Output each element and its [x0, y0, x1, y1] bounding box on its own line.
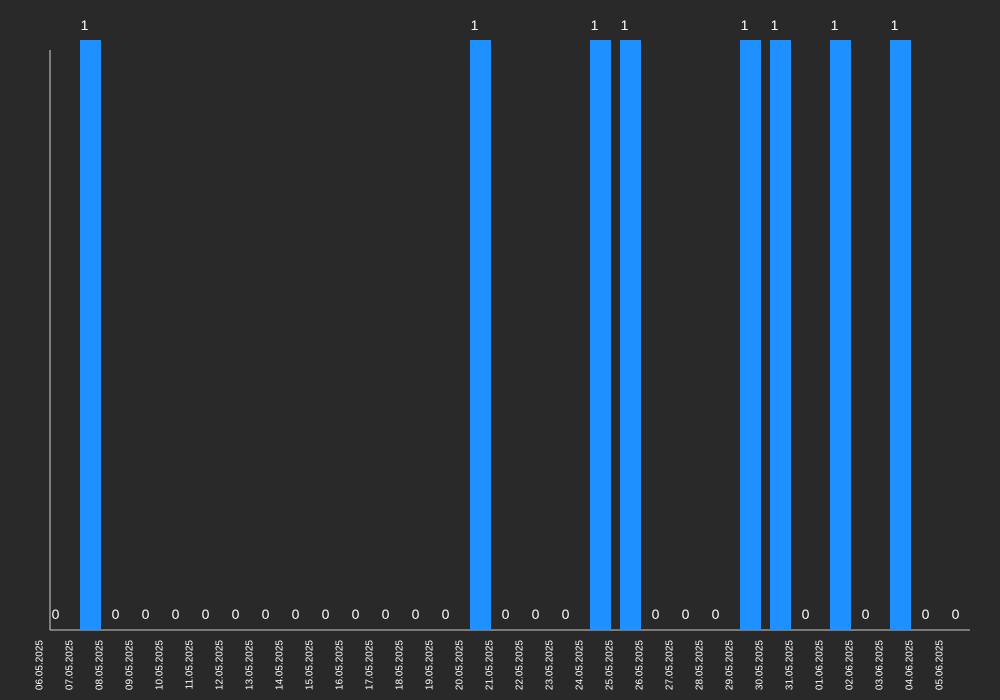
x-tick-label-11.05.2025: 11.05.2025 [185, 640, 196, 690]
data-label-01.06.2025: 1 [831, 17, 839, 33]
data-label-04.06.2025: 0 [922, 606, 930, 622]
bar-25.05.2025 [620, 40, 641, 630]
x-tick-label-04.06.2025: 04.06.2025 [905, 640, 916, 690]
data-label-26.05.2025: 0 [652, 606, 660, 622]
bar-series [80, 40, 911, 630]
x-tick-label-31.05.2025: 31.05.2025 [785, 640, 796, 690]
x-tick-label-12.05.2025: 12.05.2025 [215, 640, 226, 690]
data-label-03.06.2025: 1 [891, 17, 899, 33]
data-label-13.05.2025: 0 [262, 606, 270, 622]
data-label-05.06.2025: 0 [952, 606, 960, 622]
data-label-09.05.2025: 0 [142, 606, 150, 622]
data-label-16.05.2025: 0 [352, 606, 360, 622]
data-label-02.06.2025: 0 [862, 606, 870, 622]
data-label-08.05.2025: 0 [112, 606, 120, 622]
x-tick-label-09.05.2025: 09.05.2025 [125, 640, 136, 690]
x-tick-label-23.05.2025: 23.05.2025 [545, 640, 556, 690]
data-label-28.05.2025: 0 [712, 606, 720, 622]
data-label-24.05.2025: 1 [591, 17, 599, 33]
x-tick-label-19.05.2025: 19.05.2025 [425, 640, 436, 690]
data-label-06.05.2025: 0 [52, 606, 60, 622]
x-tick-label-03.06.2025: 03.06.2025 [875, 640, 886, 690]
data-label-21.05.2025: 0 [502, 606, 510, 622]
data-label-22.05.2025: 0 [532, 606, 540, 622]
data-label-23.05.2025: 0 [562, 606, 570, 622]
x-tick-label-08.05.2025: 08.05.2025 [95, 640, 106, 690]
data-label-30.05.2025: 1 [771, 17, 779, 33]
x-tick-label-17.05.2025: 17.05.2025 [365, 640, 376, 690]
bar-01.06.2025 [830, 40, 851, 630]
x-tick-label-15.05.2025: 15.05.2025 [305, 640, 316, 690]
x-tick-label-16.05.2025: 16.05.2025 [335, 640, 346, 690]
data-label-31.05.2025: 0 [802, 606, 810, 622]
x-tick-labels: 06.05.2025 07.05.2025 08.05.2025 09.05.2025… [35, 640, 946, 690]
x-tick-label-01.06.2025: 01.06.2025 [815, 640, 826, 690]
x-tick-label-02.06.2025: 02.06.2025 [845, 640, 856, 690]
x-tick-label-14.05.2025: 14.05.2025 [275, 640, 286, 690]
x-tick-label-27.05.2025: 27.05.2025 [665, 640, 676, 690]
x-tick-label-26.05.2025: 26.05.2025 [635, 640, 646, 690]
data-label-19.05.2025: 0 [442, 606, 450, 622]
x-tick-label-20.05.2025: 20.05.2025 [455, 640, 466, 690]
x-tick-label-30.05.2025: 30.05.2025 [755, 640, 766, 690]
x-tick-label-07.05.2025: 07.05.2025 [65, 640, 76, 690]
x-tick-label-24.05.2025: 24.05.2025 [575, 640, 586, 690]
data-labels: 0 1 0 0 0 0 0 0 0 0 0 0 0 0 1 0 0 0 1 1 0 0 0 1 1 0 1 0 1 0 0 [52, 17, 960, 622]
x-tick-label-13.05.2025: 13.05.2025 [245, 640, 256, 690]
x-tick-label-05.06.2025: 05.06.2025 [935, 640, 946, 690]
bar-24.05.2025 [590, 40, 611, 630]
bar-03.06.2025 [890, 40, 911, 630]
x-tick-label-22.05.2025: 22.05.2025 [515, 640, 526, 690]
x-tick-label-29.05.2025: 29.05.2025 [725, 640, 736, 690]
x-tick-label-21.05.2025: 21.05.2025 [485, 640, 496, 690]
x-tick-label-10.05.2025: 10.05.2025 [155, 640, 166, 690]
data-label-15.05.2025: 0 [322, 606, 330, 622]
x-tick-label-28.05.2025: 28.05.2025 [695, 640, 706, 690]
data-label-12.05.2025: 0 [232, 606, 240, 622]
x-tick-label-18.05.2025: 18.05.2025 [395, 640, 406, 690]
data-label-10.05.2025: 0 [172, 606, 180, 622]
data-label-20.05.2025: 1 [471, 17, 479, 33]
bar-30.05.2025 [770, 40, 791, 630]
data-label-25.05.2025: 1 [621, 17, 629, 33]
data-label-14.05.2025: 0 [292, 606, 300, 622]
data-label-18.05.2025: 0 [412, 606, 420, 622]
data-label-27.05.2025: 0 [682, 606, 690, 622]
data-label-29.05.2025: 1 [741, 17, 749, 33]
data-label-07.05.2025: 1 [81, 17, 89, 33]
x-tick-label-25.05.2025: 25.05.2025 [605, 640, 616, 690]
data-label-11.05.2025: 0 [202, 606, 210, 622]
bar-07.05.2025 [80, 40, 101, 630]
data-label-17.05.2025: 0 [382, 606, 390, 622]
x-tick-label-06.05.2025: 06.05.2025 [35, 640, 46, 690]
bar-29.05.2025 [740, 40, 761, 630]
bar-20.05.2025 [470, 40, 491, 630]
